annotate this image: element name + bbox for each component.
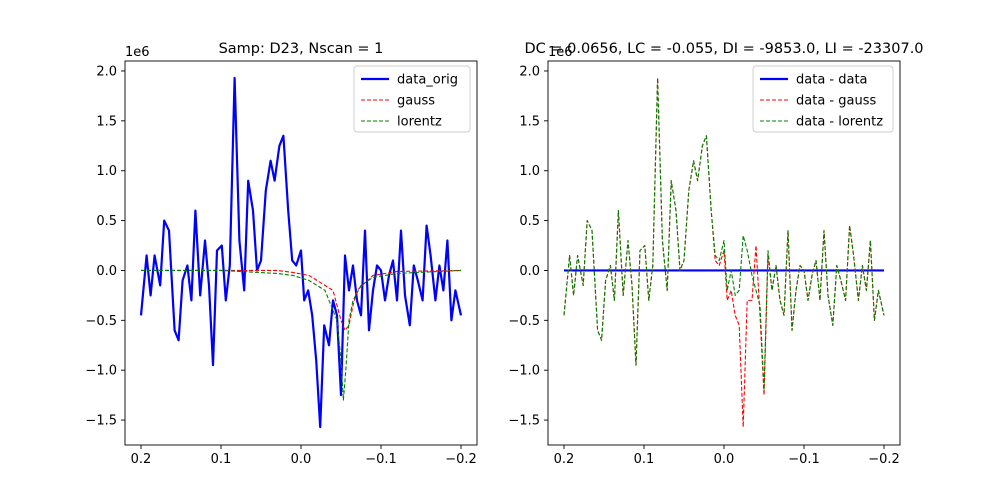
right-y-tick-label: 2.0 bbox=[519, 64, 540, 79]
right-y-tick-label: −1.5 bbox=[508, 414, 540, 429]
left-x-tick-label: 0.2 bbox=[131, 452, 152, 467]
left-y-tick-label: −1.0 bbox=[85, 364, 117, 379]
right-legend-label-data-gauss: data - gauss bbox=[796, 94, 876, 109]
right-panel-title: DC = 0.0656, LC = -0.055, DI = -9853.0, … bbox=[524, 41, 923, 57]
right-y-tick-label: −0.5 bbox=[508, 314, 540, 329]
left-series-lorentz bbox=[141, 269, 462, 401]
right-y-tick-label: −1.0 bbox=[508, 364, 540, 379]
left-legend-label-lorentz: lorentz bbox=[397, 115, 442, 130]
left-series-data-orig bbox=[139, 76, 463, 429]
right-y-tick-label: 1.0 bbox=[519, 164, 540, 179]
right-y-tick-label: 0.5 bbox=[519, 214, 540, 229]
left-y-tick-label: 0.0 bbox=[96, 264, 117, 279]
right-y-tick-label: 1.5 bbox=[519, 114, 540, 129]
left-y-offset-label: 1e6 bbox=[125, 45, 150, 60]
left-panel: Samp: D23, Nscan = 1 1e6 0.2 0.1 0.0 −0.1 −0… bbox=[85, 41, 478, 467]
right-series-data-lorentz bbox=[563, 77, 885, 391]
left-legend-label-data-orig: data_orig bbox=[397, 73, 458, 88]
left-plot-area: 0.2 0.1 0.0 −0.1 −0.2 −1.5 −1.0 −0.5 0.0 0.5 1.0 1.… bbox=[85, 60, 478, 467]
right-y-tick-label: 0.0 bbox=[519, 264, 540, 279]
right-legend-box bbox=[752, 65, 894, 133]
right-x-tick-label: 0.0 bbox=[714, 452, 735, 467]
left-legend-box bbox=[353, 65, 471, 133]
left-y-tick-label: 0.5 bbox=[96, 214, 117, 229]
left-x-tick-label: −0.1 bbox=[365, 452, 397, 467]
right-x-tick-label: −0.1 bbox=[788, 452, 820, 467]
left-x-tick-label: 0.1 bbox=[211, 452, 232, 467]
left-x-tick-label: 0.0 bbox=[291, 452, 312, 467]
right-x-tick-label: −0.2 bbox=[868, 452, 900, 467]
right-y-offset-label: 1e6 bbox=[548, 45, 573, 60]
left-series-gauss bbox=[141, 269, 462, 331]
right-legend-label-data-data: data - data bbox=[796, 73, 868, 88]
left-x-tick-label: −0.2 bbox=[445, 452, 477, 467]
left-y-tick-label: −0.5 bbox=[85, 314, 117, 329]
left-y-tick-label: 1.0 bbox=[96, 164, 117, 179]
left-y-tick-label: 2.0 bbox=[96, 64, 117, 79]
right-legend: data - data data - gauss data - lorentz bbox=[752, 65, 894, 133]
right-panel: DC = 0.0656, LC = -0.055, DI = -9853.0, … bbox=[508, 41, 923, 467]
right-x-tick-label: 0.2 bbox=[554, 452, 575, 467]
left-panel-title: Samp: D23, Nscan = 1 bbox=[219, 41, 384, 57]
left-legend-label-gauss: gauss bbox=[397, 94, 435, 109]
left-y-tick-label: 1.5 bbox=[96, 114, 117, 129]
right-x-tick-label: 0.1 bbox=[634, 452, 655, 467]
right-plot-area: 0.2 0.1 0.0 −0.1 −0.2 −1.5 −1.0 −0.5 0.0 0.5 1.0 1.… bbox=[508, 60, 901, 467]
left-y-tick-label: −1.5 bbox=[85, 414, 117, 429]
right-legend-label-data-lorentz: data - lorentz bbox=[796, 115, 883, 130]
